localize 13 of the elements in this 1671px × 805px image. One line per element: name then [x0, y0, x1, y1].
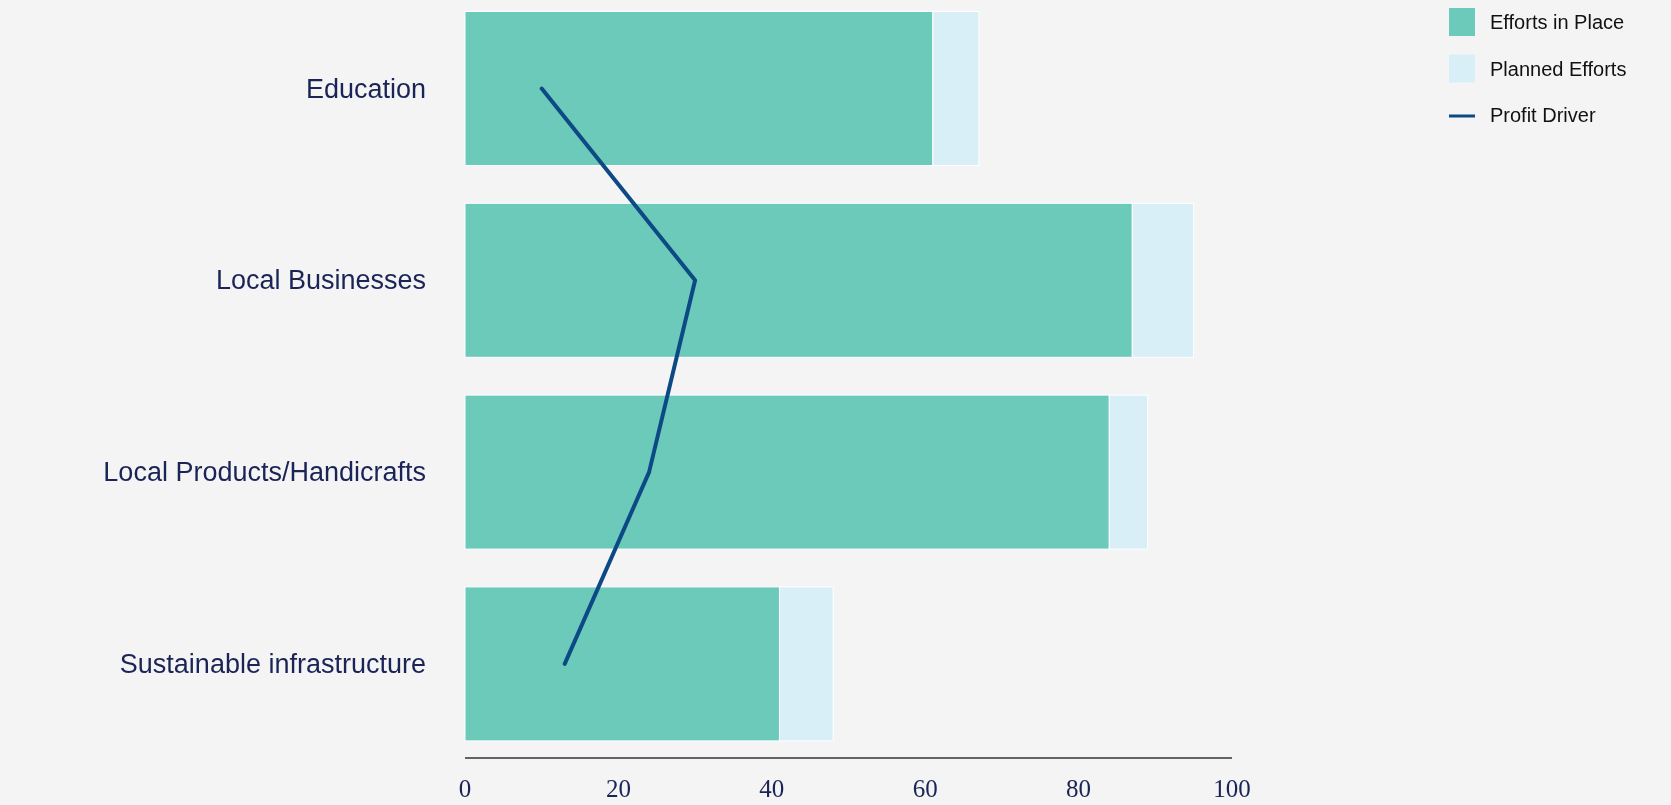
legend-label: Planned Efforts — [1490, 57, 1627, 80]
x-tick-label: 100 — [1213, 775, 1251, 802]
legend-label: Profit Driver — [1490, 104, 1596, 126]
x-tick-label: 0 — [458, 775, 472, 802]
y-tick-label: Local Products/Handicrafts — [103, 457, 426, 488]
x-tick-label: 20 — [605, 775, 631, 802]
y-tick-label: Local Businesses — [215, 265, 426, 296]
text: Efforts in Place — [1490, 11, 1625, 33]
x-tick-label: 60 — [912, 775, 938, 802]
x-tick-label: 40 — [759, 775, 785, 802]
y-tick-label: Education — [305, 73, 426, 104]
x-tick-label: 80 — [1066, 775, 1092, 802]
y-tick-label: Sustainable infrastructure — [119, 648, 426, 679]
